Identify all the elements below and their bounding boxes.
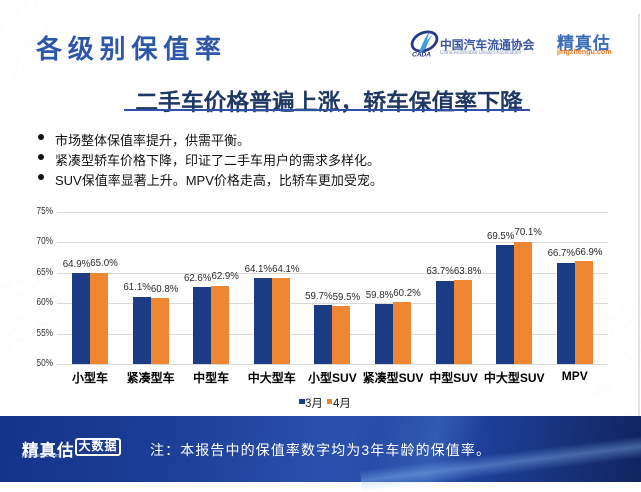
svg-text:CADA: CADA	[412, 52, 431, 59]
